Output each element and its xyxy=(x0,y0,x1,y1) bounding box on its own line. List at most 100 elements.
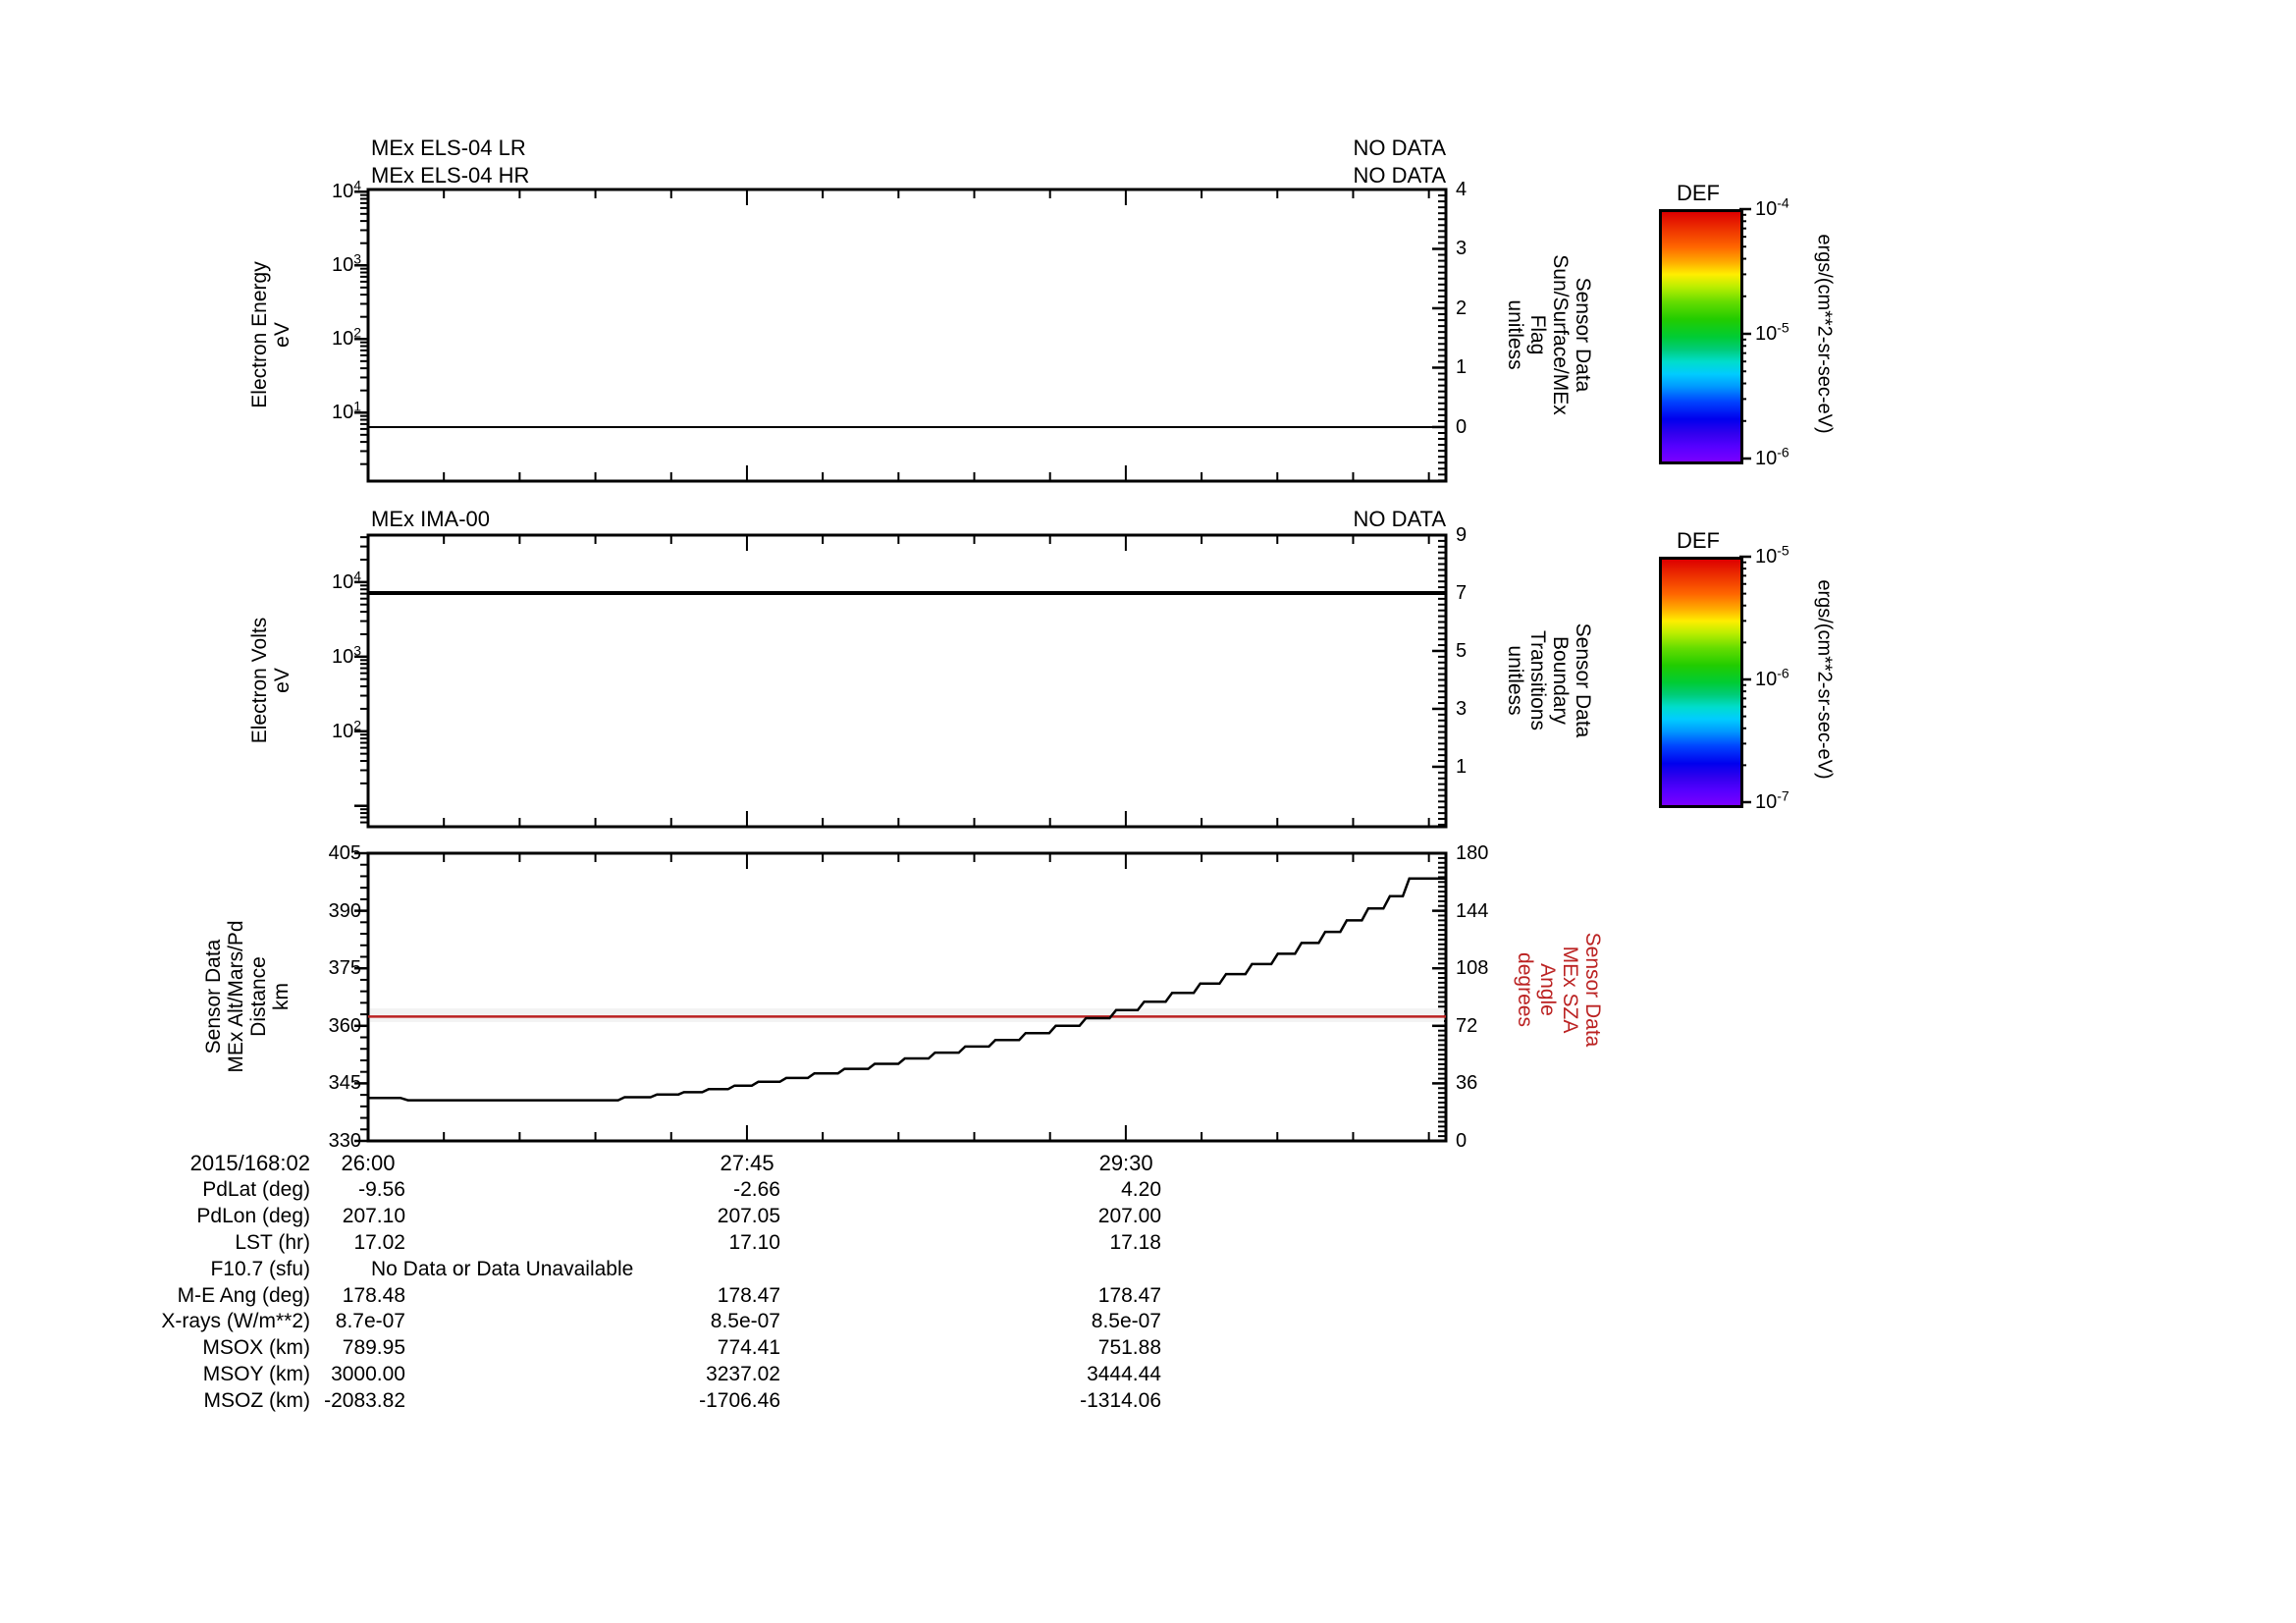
x-tick-label: 29:30 xyxy=(1098,1151,1153,1175)
table-cell: -2.66 xyxy=(733,1178,780,1201)
table-cell: 3000.00 xyxy=(331,1363,405,1385)
tick-label-base: 10 xyxy=(1755,546,1778,568)
tick-label-base: 10 xyxy=(331,181,354,203)
tick-label: 9 xyxy=(1456,524,1468,546)
colorbar1-unit-label: ergs/(cm**2-sr-sec-eV) xyxy=(1813,234,1836,433)
tick-label: 102 xyxy=(212,324,361,351)
unit-text: ergs/(cm**2-sr-sec-eV) xyxy=(1813,579,1836,780)
table-cell: 178.48 xyxy=(342,1284,405,1307)
tick-label: 4 xyxy=(1456,179,1468,200)
tick-label: 103 xyxy=(212,252,361,277)
tick-label-base: 10 xyxy=(331,720,354,742)
table-row-label: PdLon (deg) xyxy=(196,1205,310,1227)
table-cell: -2083.82 xyxy=(324,1389,405,1412)
axis-label-line: Boundary xyxy=(1549,636,1572,725)
tick-label-exponent: 2 xyxy=(353,717,361,733)
panel1-status-hr: NO DATA xyxy=(1353,163,1446,188)
tick-label: 0 xyxy=(1456,1130,1468,1152)
tick-label-base: 10 xyxy=(1755,791,1778,813)
tick-label: 180 xyxy=(1456,842,1489,864)
tick-label: 1 xyxy=(1456,755,1468,778)
axis-label-line: Sensor Data xyxy=(1572,622,1594,738)
axis-label-line: Sun/Surface/MEx xyxy=(1549,254,1572,415)
x-tick-label: 27:45 xyxy=(720,1151,774,1175)
axis-label-line: Transitions xyxy=(1526,630,1549,730)
table-cell: 3237.02 xyxy=(706,1363,780,1385)
table-row-label: MSOZ (km) xyxy=(203,1389,310,1412)
axis-start-date-label: 2015/168:02 xyxy=(189,1151,310,1175)
tick-label: 101 xyxy=(212,400,361,424)
table-cell: -1706.46 xyxy=(699,1389,780,1412)
axis-label-line: Sensor Data xyxy=(202,939,225,1055)
table-row-label: X-rays (W/m**2) xyxy=(161,1310,310,1332)
tick-label: 3 xyxy=(1456,238,1468,260)
tick-label-base: 10 xyxy=(1755,323,1778,345)
axis-label-line: Distance xyxy=(247,956,270,1037)
table-cell: 774.41 xyxy=(717,1336,780,1359)
tick-label: 390 xyxy=(328,899,361,922)
tick-label-base: 10 xyxy=(1755,198,1778,220)
tick-label: 108 xyxy=(1456,957,1489,980)
tick-label: 10-4 xyxy=(1755,194,1789,221)
tick-label: 345 xyxy=(328,1072,361,1095)
table-cell: 8.5e-07 xyxy=(710,1310,780,1332)
axis-label-line: MEx SZA xyxy=(1559,946,1581,1034)
panel-border-els xyxy=(366,188,1448,483)
tick-label-base: 10 xyxy=(331,254,354,277)
table-cell: 207.10 xyxy=(342,1205,405,1227)
colorbar1-title: DEF xyxy=(1677,181,1720,205)
tick-label: 5 xyxy=(1456,639,1468,662)
table-cell: 178.47 xyxy=(717,1284,780,1307)
axis-label-line: unitless xyxy=(1504,299,1526,370)
table-cell: -1314.06 xyxy=(1080,1389,1161,1412)
axis-label-line: km xyxy=(270,983,293,1011)
tick-label-base: 10 xyxy=(1755,448,1778,469)
table-row-label: MSOY (km) xyxy=(202,1363,310,1385)
tick-label-exponent: -5 xyxy=(1777,319,1789,336)
colorbar2-title: DEF xyxy=(1677,528,1720,553)
table-cell: 4.20 xyxy=(1121,1178,1161,1201)
tick-label-exponent: 4 xyxy=(353,568,361,584)
table-cell: 8.7e-07 xyxy=(335,1310,405,1332)
panel-border-alt-sza xyxy=(366,851,1448,1143)
axis-label-line: Flag xyxy=(1526,314,1549,355)
tick-label-exponent: 2 xyxy=(353,324,361,341)
tick-label: 10-5 xyxy=(1755,319,1789,346)
tick-label-exponent: 4 xyxy=(353,177,361,193)
table-row-label: PdLat (deg) xyxy=(202,1178,310,1201)
tick-label: 144 xyxy=(1456,899,1489,922)
table-row-label: M-E Ang (deg) xyxy=(177,1284,310,1307)
tick-label: 72 xyxy=(1456,1014,1478,1037)
sza-band xyxy=(370,1008,1444,1022)
tick-label: 375 xyxy=(328,957,361,980)
table-cell: 207.05 xyxy=(717,1205,780,1227)
panel-border-ima xyxy=(366,533,1448,829)
tick-label: 104 xyxy=(212,568,361,594)
tick-label-exponent: 3 xyxy=(353,642,361,659)
tick-label-base: 10 xyxy=(331,328,354,351)
tick-label: 7 xyxy=(1456,581,1468,604)
colorbar2 xyxy=(1659,557,1743,808)
tick-label: 10-5 xyxy=(1755,542,1789,568)
tick-label-exponent: -6 xyxy=(1777,665,1789,681)
axis-label-line: Sensor Data xyxy=(1581,932,1604,1048)
axis-label-line: Sensor Data xyxy=(1572,277,1594,393)
tick-label: 360 xyxy=(328,1014,361,1037)
table-cell: 178.47 xyxy=(1097,1284,1161,1307)
colorbar2-gradient xyxy=(1662,560,1740,805)
panel1-right-axis-label: Sensor Data Sun/Surface/MEx Flag unitles… xyxy=(1504,254,1594,414)
table-cell: 207.00 xyxy=(1097,1205,1161,1227)
table-row-label: F10.7 (sfu) xyxy=(210,1258,310,1280)
table-cell: 17.10 xyxy=(728,1231,780,1254)
tick-label: 1 xyxy=(1456,356,1468,379)
tick-label-exponent: -5 xyxy=(1777,542,1789,559)
panel3-left-axis-label: Sensor Data MEx Alt/Mars/Pd Distance km xyxy=(202,920,293,1072)
tick-label-base: 10 xyxy=(331,402,354,424)
tick-label: 405 xyxy=(328,842,361,864)
panel2-title: MEx IMA-00 xyxy=(371,507,491,531)
colorbar1 xyxy=(1659,209,1743,464)
tick-label-exponent: -4 xyxy=(1777,194,1789,211)
panel2-status: NO DATA xyxy=(1353,507,1446,531)
